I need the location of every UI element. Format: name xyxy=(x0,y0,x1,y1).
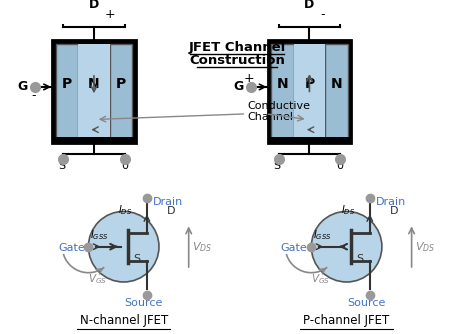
Circle shape xyxy=(88,211,159,282)
Text: Construction: Construction xyxy=(189,54,285,67)
Bar xyxy=(272,44,294,138)
Text: $I_{GSS}$: $I_{GSS}$ xyxy=(313,228,332,242)
Text: 0: 0 xyxy=(121,161,128,171)
Text: Drain: Drain xyxy=(375,197,406,207)
Bar xyxy=(268,40,351,143)
Bar xyxy=(78,44,110,138)
Text: $I_{DS}$: $I_{DS}$ xyxy=(118,203,132,217)
Text: D: D xyxy=(304,0,315,11)
Bar xyxy=(56,44,78,138)
Text: $I_{GSS}$: $I_{GSS}$ xyxy=(90,228,109,242)
Text: 0: 0 xyxy=(337,161,344,171)
Text: $V_{DS}$: $V_{DS}$ xyxy=(415,240,436,254)
Text: P: P xyxy=(62,77,72,91)
Circle shape xyxy=(311,211,382,282)
Text: Conductive: Conductive xyxy=(247,101,310,111)
Text: Drain: Drain xyxy=(153,197,183,207)
Text: S: S xyxy=(356,254,363,264)
Text: Source: Source xyxy=(124,298,163,308)
Text: $V_{GS}$: $V_{GS}$ xyxy=(311,272,330,286)
Bar xyxy=(272,44,347,138)
Text: +: + xyxy=(244,72,255,85)
Text: S: S xyxy=(273,161,281,171)
Text: D: D xyxy=(390,206,399,216)
Text: $V_{GS}$: $V_{GS}$ xyxy=(88,272,107,286)
Bar xyxy=(110,44,132,138)
Text: D: D xyxy=(89,0,99,11)
Bar xyxy=(268,137,351,143)
Text: P: P xyxy=(304,77,315,91)
Text: JFET Channel: JFET Channel xyxy=(188,41,286,54)
Text: -: - xyxy=(320,8,325,21)
Text: N: N xyxy=(88,77,100,91)
Bar xyxy=(325,44,347,138)
Text: -: - xyxy=(31,89,36,102)
Text: +: + xyxy=(105,8,116,21)
Text: G: G xyxy=(18,80,28,94)
Text: Gate: Gate xyxy=(58,242,85,253)
Text: D: D xyxy=(167,206,176,216)
Bar xyxy=(56,44,132,138)
Text: $I_{DS}$: $I_{DS}$ xyxy=(341,203,355,217)
Text: P-channel JFET: P-channel JFET xyxy=(303,315,390,328)
Text: N: N xyxy=(277,77,288,91)
Text: G: G xyxy=(233,80,244,94)
Text: S: S xyxy=(58,161,65,171)
Text: N: N xyxy=(330,77,342,91)
Text: Gate: Gate xyxy=(281,242,308,253)
Bar xyxy=(52,137,136,143)
Text: Channel: Channel xyxy=(247,112,293,122)
Text: P: P xyxy=(116,77,126,91)
Bar xyxy=(294,44,325,138)
Text: Source: Source xyxy=(347,298,385,308)
Text: S: S xyxy=(133,254,140,264)
Text: N-channel JFET: N-channel JFET xyxy=(80,315,168,328)
Text: $V_{DS}$: $V_{DS}$ xyxy=(192,240,213,254)
Bar xyxy=(52,40,136,143)
